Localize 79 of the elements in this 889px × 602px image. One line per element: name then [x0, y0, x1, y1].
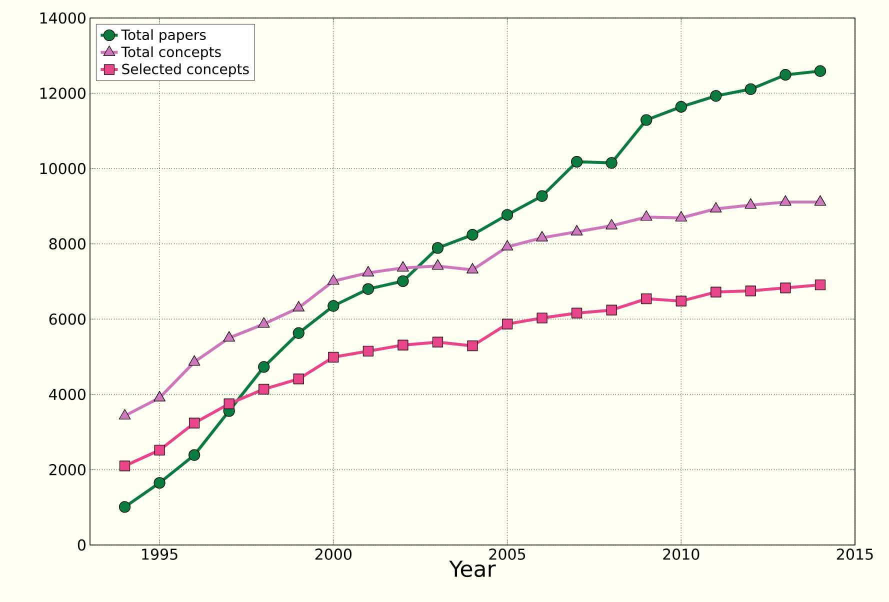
point [536, 231, 548, 242]
point [710, 202, 722, 212]
point [189, 418, 200, 428]
point [571, 156, 583, 168]
point [397, 261, 409, 272]
point [780, 195, 792, 206]
point [432, 336, 444, 348]
point [466, 229, 478, 241]
point [292, 327, 304, 339]
point [154, 477, 166, 489]
point [258, 384, 270, 394]
point [710, 286, 722, 298]
point [327, 274, 340, 285]
point [292, 301, 305, 312]
point [640, 114, 652, 126]
x-tick-label: 2005 [489, 548, 526, 560]
point [536, 190, 548, 202]
y-tick-label: 0 [78, 539, 86, 551]
x-axis-title: Year [449, 560, 496, 578]
y-tick-label: 8000 [49, 238, 86, 250]
point [570, 225, 583, 236]
point [676, 296, 686, 306]
point [466, 263, 478, 274]
point [536, 312, 548, 324]
point [224, 398, 234, 410]
legend-label: Total concepts [121, 46, 221, 60]
point [710, 90, 722, 102]
point [814, 65, 826, 77]
legend-label: Selected concepts [122, 63, 249, 78]
y-tick-label: 4000 [49, 388, 86, 400]
y-tick-label: 12000 [40, 88, 86, 99]
y-tick-label: 6000 [49, 313, 86, 325]
point [258, 317, 270, 328]
point [675, 101, 687, 113]
y-tick-label: 2000 [49, 464, 86, 476]
point [258, 361, 270, 373]
point [780, 282, 791, 294]
point [745, 286, 756, 296]
point [640, 210, 652, 221]
y-tick-label: 14000 [40, 12, 86, 24]
point [814, 280, 826, 290]
point [502, 318, 513, 330]
point [362, 346, 374, 356]
point [362, 283, 374, 295]
point [223, 331, 236, 342]
legend-label: Total papers [121, 29, 206, 43]
point [814, 195, 826, 206]
point [467, 340, 478, 352]
point [780, 69, 792, 81]
point [641, 294, 652, 304]
point [432, 259, 444, 270]
point [328, 352, 339, 362]
point [501, 240, 514, 250]
point [397, 275, 409, 287]
point [432, 242, 444, 254]
point [118, 409, 131, 420]
point [606, 304, 617, 316]
point [606, 218, 618, 230]
point [675, 211, 688, 222]
point [398, 340, 408, 350]
point [119, 460, 130, 472]
point [572, 308, 582, 318]
point [118, 501, 131, 513]
point [606, 157, 618, 169]
x-tick-label: 2010 [663, 548, 700, 560]
point [154, 391, 166, 402]
point [328, 300, 340, 312]
x-tick-label: 2000 [315, 548, 352, 560]
point [154, 444, 165, 456]
point [744, 198, 757, 209]
y-tick-label: 10000 [40, 162, 86, 174]
point [188, 355, 200, 366]
point [362, 266, 374, 276]
point [501, 209, 514, 221]
x-tick-label: 2015 [837, 548, 873, 560]
x-tick-label: 1995 [142, 548, 178, 560]
point [744, 83, 756, 95]
point [188, 449, 200, 461]
point [293, 374, 304, 384]
